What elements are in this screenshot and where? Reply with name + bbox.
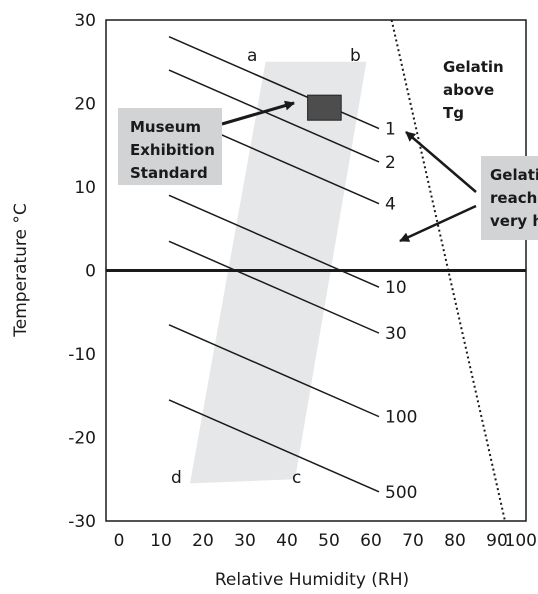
gelatin-tg-line-3: Tg bbox=[443, 104, 464, 122]
standard-callout-box bbox=[118, 108, 222, 185]
y-tick--20: -20 bbox=[68, 429, 96, 449]
y-tick-20: 20 bbox=[74, 95, 96, 115]
gelatin-arrow-down bbox=[399, 204, 477, 243]
isoperm-label-1: 1 bbox=[385, 120, 396, 140]
gelatin-tg-line-2: above bbox=[443, 81, 494, 99]
optimal-region bbox=[190, 61, 367, 484]
isoperm-label-10: 10 bbox=[385, 278, 407, 298]
y-tick-10: 10 bbox=[74, 178, 96, 198]
corner-label-c: c bbox=[292, 468, 301, 488]
x-tick-90: 90 bbox=[486, 531, 508, 551]
gelatin-high-line-2: reaches bbox=[490, 189, 538, 207]
gelatin-arrow-up bbox=[405, 131, 477, 193]
standard-callout-line-1: Museum bbox=[130, 118, 201, 136]
standard-arrow bbox=[221, 100, 295, 126]
standard-callout-line-3: Standard bbox=[130, 164, 208, 182]
isoperm-labels: 1 2 4 10 30 100 500 bbox=[385, 120, 417, 503]
x-tick-60: 60 bbox=[360, 531, 382, 551]
corner-label-d: d bbox=[171, 468, 182, 488]
isoperm-line-100 bbox=[168, 324, 380, 418]
corner-label-a: a bbox=[247, 46, 257, 66]
x-tick-50: 50 bbox=[318, 531, 340, 551]
tg-dotted-line bbox=[390, 19, 506, 522]
x-tick-10: 10 bbox=[150, 531, 172, 551]
y-tick-labels: 30 20 10 0 -10 -20 -30 bbox=[68, 11, 96, 532]
corner-label-b: b bbox=[350, 46, 361, 66]
plot-frame bbox=[105, 19, 527, 522]
gelatin-tg-line-1: Gelatin bbox=[443, 58, 504, 76]
x-axis-label: Relative Humidity (RH) bbox=[215, 570, 409, 590]
y-tick--10: -10 bbox=[68, 345, 96, 365]
gelatin-high-line-3: very high bbox=[490, 212, 538, 230]
x-tick-70: 70 bbox=[402, 531, 424, 551]
y-tick-0: 0 bbox=[85, 262, 96, 282]
gelatin-high-line-1: Gelatin bbox=[490, 166, 538, 184]
isoperm-label-30: 30 bbox=[385, 324, 407, 344]
gelatin-high-callout-box bbox=[481, 156, 538, 240]
x-tick-40: 40 bbox=[276, 531, 298, 551]
y-tick--30: -30 bbox=[68, 512, 96, 532]
isoperm-label-2: 2 bbox=[385, 153, 396, 173]
y-tick-30: 30 bbox=[74, 11, 96, 31]
isoperm-line-500 bbox=[168, 399, 380, 493]
standard-callout-line-2: Exhibition bbox=[130, 141, 215, 159]
exhibition-standard-box bbox=[307, 94, 342, 121]
x-tick-80: 80 bbox=[444, 531, 466, 551]
x-tick-20: 20 bbox=[192, 531, 214, 551]
y-axis-label: Temperature °C bbox=[11, 203, 31, 337]
isoperm-line-30 bbox=[168, 240, 380, 334]
isoperm-label-100: 100 bbox=[385, 408, 417, 428]
x-tick-100: 100 bbox=[505, 531, 537, 551]
isoperm-line-2 bbox=[168, 69, 380, 163]
x-tick-0: 0 bbox=[114, 531, 125, 551]
isoperm-label-500: 500 bbox=[385, 483, 417, 503]
isoperm-label-4: 4 bbox=[385, 195, 396, 215]
isoperm-line-1 bbox=[168, 36, 380, 130]
x-tick-30: 30 bbox=[234, 531, 256, 551]
